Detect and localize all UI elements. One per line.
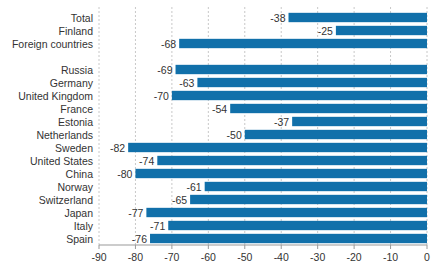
category-label: France	[60, 103, 93, 115]
data-label: -70	[154, 90, 169, 102]
x-axis-line	[99, 245, 427, 246]
category-label: Norway	[57, 181, 93, 193]
data-label: -63	[179, 77, 194, 89]
data-label: -38	[270, 12, 285, 24]
bar	[245, 130, 427, 139]
data-label: -74	[139, 155, 154, 167]
category-label: Italy	[74, 220, 94, 232]
bar	[190, 195, 427, 204]
category-label: Germany	[50, 77, 94, 89]
bar	[128, 143, 427, 152]
tick-label: -30	[310, 251, 325, 263]
tick-label: -80	[128, 251, 143, 263]
grid-line	[99, 7, 100, 245]
tick-label: -10	[383, 251, 398, 263]
bar	[150, 234, 427, 243]
tick-label: -70	[164, 251, 179, 263]
tick-mark	[427, 245, 428, 249]
tick-label: -60	[201, 251, 216, 263]
data-label: -54	[212, 103, 227, 115]
bar	[205, 182, 427, 191]
tick-mark	[354, 245, 355, 249]
category-label: China	[66, 168, 94, 180]
tick-label: -40	[274, 251, 289, 263]
bar	[146, 208, 427, 217]
bar	[176, 65, 427, 74]
tick-label: -20	[347, 251, 362, 263]
data-label: -25	[318, 25, 333, 37]
tick-mark	[390, 245, 391, 249]
data-label: -65	[172, 194, 187, 206]
bar	[172, 91, 427, 100]
data-label: -71	[150, 220, 165, 232]
tick-mark	[135, 245, 136, 249]
bar	[135, 169, 427, 178]
data-label: -61	[187, 181, 202, 193]
data-label: -77	[128, 207, 143, 219]
bar	[292, 117, 427, 126]
bars	[128, 13, 427, 243]
category-label: Finland	[59, 25, 94, 37]
data-label: -50	[227, 129, 242, 141]
tick-mark	[99, 245, 100, 249]
chart: -90 -80 -70 -60 -50 -40 -30 -20 -10 0 TotalFinland…	[0, 0, 442, 272]
category-label: Netherlands	[36, 129, 93, 141]
tick-mark	[208, 245, 209, 249]
tick-label: -90	[91, 251, 106, 263]
data-label: -76	[132, 233, 147, 245]
bar	[168, 221, 427, 230]
bar	[157, 156, 427, 165]
category-label: Estonia	[58, 116, 93, 128]
category-label: Spain	[66, 233, 93, 245]
bar	[179, 39, 427, 48]
category-label: Total	[71, 12, 93, 24]
tick-mark	[317, 245, 318, 249]
data-label: -69	[157, 64, 172, 76]
data-label: -80	[117, 168, 132, 180]
tick-mark	[281, 245, 282, 249]
category-label: Sweden	[55, 142, 93, 154]
category-label: Switzerland	[39, 194, 93, 206]
bar	[336, 26, 427, 35]
data-label: -82	[110, 142, 125, 154]
category-label: Foreign countries	[12, 38, 93, 50]
bar	[289, 13, 427, 22]
data-label: -37	[274, 116, 289, 128]
category-label: United Kingdom	[18, 90, 93, 102]
tick-label: 0	[424, 251, 430, 263]
bar	[230, 104, 427, 113]
category-label: United States	[30, 155, 93, 167]
bar	[197, 78, 427, 87]
data-label: -68	[161, 38, 176, 50]
tick-mark	[244, 245, 245, 249]
category-label: Russia	[61, 64, 93, 76]
tick-label: -50	[237, 251, 252, 263]
category-label: Japan	[64, 207, 93, 219]
tick-mark	[171, 245, 172, 249]
